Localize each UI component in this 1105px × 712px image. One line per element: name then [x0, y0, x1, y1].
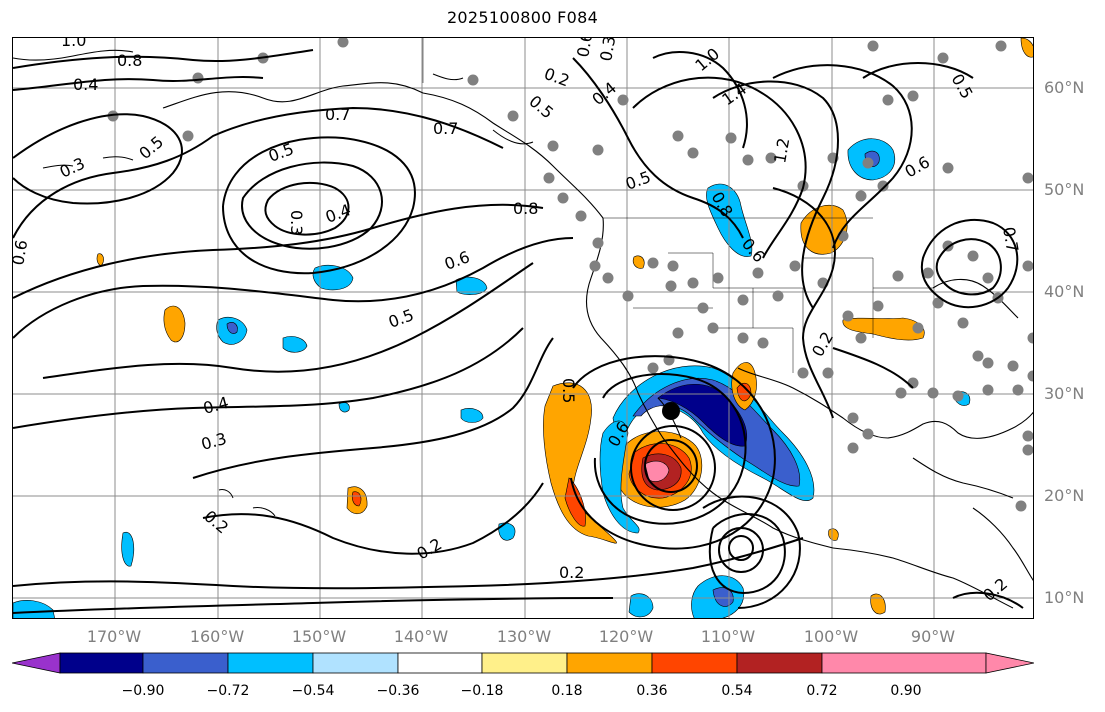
lon-label: 140°W — [393, 627, 449, 646]
contour-label: 0.7 — [433, 119, 458, 138]
colorbar-tick: −0.72 — [206, 683, 250, 699]
contour-label: 0.3 — [596, 38, 619, 63]
colorbar-extend-min — [12, 652, 61, 674]
colorbar-extend-max — [985, 652, 1034, 674]
lat-label: 30°N — [1044, 384, 1085, 403]
lat-label: 50°N — [1044, 180, 1085, 199]
island-outlines — [42, 73, 534, 517]
lon-label: 90°W — [910, 627, 956, 646]
contour-label: 0.7 — [999, 225, 1022, 253]
contour-label: 1.0 — [61, 38, 86, 50]
contour-label: 0.7 — [325, 105, 350, 124]
colorbar-tick: −0.18 — [460, 683, 504, 699]
colorbar — [12, 652, 1034, 674]
station-dots — [107, 38, 1033, 512]
colorbar-tick: 0.90 — [890, 683, 922, 699]
contour-label: 0.5 — [559, 378, 578, 403]
state-borders — [422, 38, 933, 373]
lat-label: 40°N — [1044, 282, 1085, 301]
map-panel[interactable]: 1.0 0.8 0.4 0.5 0.3 0.7 0.5 0.3 0.4 0.7 … — [12, 37, 1034, 619]
colorbar-bin — [312, 652, 399, 674]
contour-label: 0.5 — [135, 132, 167, 163]
lon-label: 100°W — [803, 627, 859, 646]
colorbar-bin — [397, 652, 483, 674]
colorbar-tick: −0.36 — [376, 683, 420, 699]
colorbar-bin — [651, 652, 738, 674]
contour-label: 0.2 — [414, 534, 446, 563]
contour-label: 0.4 — [588, 78, 620, 109]
contour-label: 0.2 — [542, 64, 572, 91]
contour-label: 0.2 — [979, 574, 1011, 605]
colorbar-tick: −0.90 — [121, 683, 165, 699]
graticule — [13, 38, 1033, 618]
contour-label: 0.5 — [948, 71, 977, 103]
contour-label: 0.3 — [287, 210, 306, 235]
contour-lines — [13, 49, 1024, 614]
lon-label: 150°W — [291, 627, 347, 646]
colorbar-bin — [566, 652, 653, 674]
colorbar-tick: 0.54 — [721, 683, 753, 699]
contour-label: 0.2 — [200, 507, 232, 538]
lat-label: 10°N — [1044, 588, 1085, 607]
colorbar-tick: 0.18 — [551, 683, 583, 699]
lon-label: 110°W — [700, 627, 756, 646]
contour-label: 0.5 — [525, 92, 557, 123]
storm-center-marker — [662, 402, 680, 420]
contour-label: 0.8 — [117, 51, 142, 70]
colorbar-bin — [227, 652, 314, 674]
contour-label: 0.5 — [266, 139, 296, 166]
colorbar-bin — [481, 652, 568, 674]
contour-label: 0.5 — [386, 305, 416, 332]
colorbar-tick: 0.36 — [636, 683, 668, 699]
contour-label: 0.2 — [559, 563, 584, 582]
contour-label: 0.4 — [73, 75, 98, 94]
lon-label: 120°W — [598, 627, 654, 646]
contour-label: 0.3 — [199, 429, 229, 454]
colorbar-bin — [142, 652, 229, 674]
lon-label: 170°W — [86, 627, 142, 646]
contour-label: 0.8 — [513, 199, 538, 218]
colorbar-tick: 0.72 — [806, 683, 838, 699]
lon-label: 160°W — [189, 627, 245, 646]
lat-label: 20°N — [1044, 486, 1085, 505]
contour-label: 0.2 — [808, 328, 837, 360]
colorbar-bin — [821, 652, 987, 674]
colorbar-bin — [59, 652, 144, 674]
colorbar-bin — [736, 652, 823, 674]
contour-label: 0.3 — [57, 154, 88, 182]
contour-label: 0.4 — [201, 393, 231, 418]
contour-label: 0.6 — [573, 38, 596, 59]
contour-label: 0.6 — [13, 238, 31, 266]
plot-title: 2025100800 F084 — [446, 8, 599, 27]
contour-label: 0.6 — [442, 247, 472, 274]
contour-label: 1.2 — [770, 136, 793, 164]
lat-label: 60°N — [1044, 78, 1085, 97]
colorbar-tick: −0.54 — [291, 683, 335, 699]
lon-label: 130°W — [496, 627, 552, 646]
map-canvas: 1.0 0.8 0.4 0.5 0.3 0.7 0.5 0.3 0.4 0.7 … — [13, 38, 1033, 618]
contour-label: 1.0 — [691, 44, 723, 75]
